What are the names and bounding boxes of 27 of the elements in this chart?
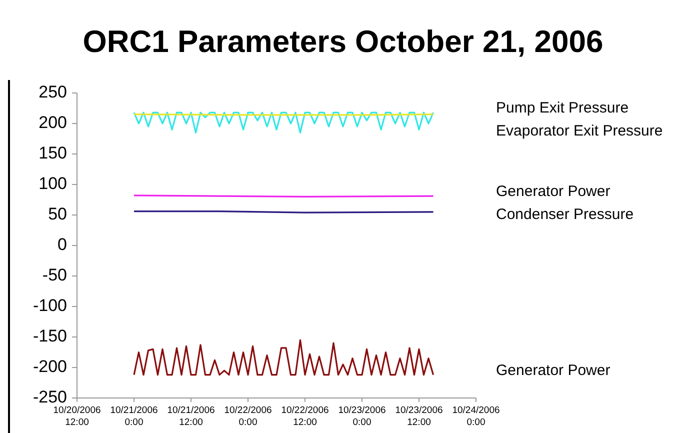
text: Generator Power <box>496 362 610 379</box>
y-tick-label: -50 <box>42 265 67 284</box>
x-tick-label: 10/22/2006 12:00 <box>281 405 329 428</box>
x-tick-label: 10/21/2006 12:00 <box>167 405 215 428</box>
line-series <box>133 112 434 134</box>
x-tick-label: 10/21/2006 0:00 <box>110 405 158 428</box>
y-tick-label: 150 <box>38 143 67 162</box>
y-tick-label: -250 <box>32 387 67 406</box>
x-tick-label: 10/20/2006 12:00 <box>53 405 101 428</box>
text: Generator Power <box>496 183 610 200</box>
x-tick-label: 10/22/2006 0:00 <box>224 405 272 428</box>
x-tick-label: 10/24/2006 0:00 <box>452 405 500 428</box>
line-series <box>133 339 434 376</box>
y-tick-label: 250 <box>38 82 67 102</box>
y-tick-label: 100 <box>38 174 67 193</box>
y-tick-label: -100 <box>32 296 67 315</box>
y-tick-label: 50 <box>48 204 67 224</box>
x-tick-label: 10/23/2006 0:00 <box>338 405 386 428</box>
y-tick-label: -200 <box>32 356 67 376</box>
chart-title: ORC1 Parameters October 21, 2006 <box>82 24 604 59</box>
x-tick-label: 10/23/2006 12:00 <box>395 405 443 428</box>
y-tick-label: -150 <box>32 326 67 346</box>
y-tick-label: 0 <box>58 234 67 254</box>
text: Condenser Pressure <box>496 206 634 224</box>
text: Pump Exit Pressure <box>496 99 629 116</box>
y-tick-label: 200 <box>38 112 67 132</box>
text: Evaporator Exit Pressure <box>496 122 663 140</box>
